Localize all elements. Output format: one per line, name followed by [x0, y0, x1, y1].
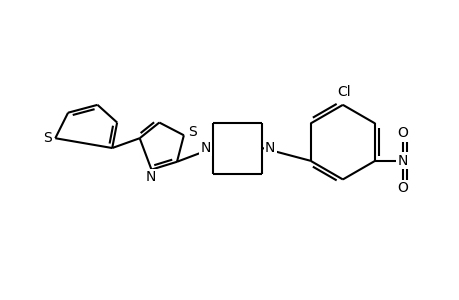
- Text: N: N: [397, 154, 407, 168]
- Text: O: O: [397, 181, 407, 195]
- Text: S: S: [43, 131, 52, 145]
- Text: N: N: [200, 141, 210, 155]
- Text: Cl: Cl: [336, 85, 350, 99]
- Text: N: N: [145, 170, 155, 184]
- Text: S: S: [188, 125, 196, 139]
- Text: N: N: [264, 141, 275, 155]
- Text: O: O: [397, 126, 407, 140]
